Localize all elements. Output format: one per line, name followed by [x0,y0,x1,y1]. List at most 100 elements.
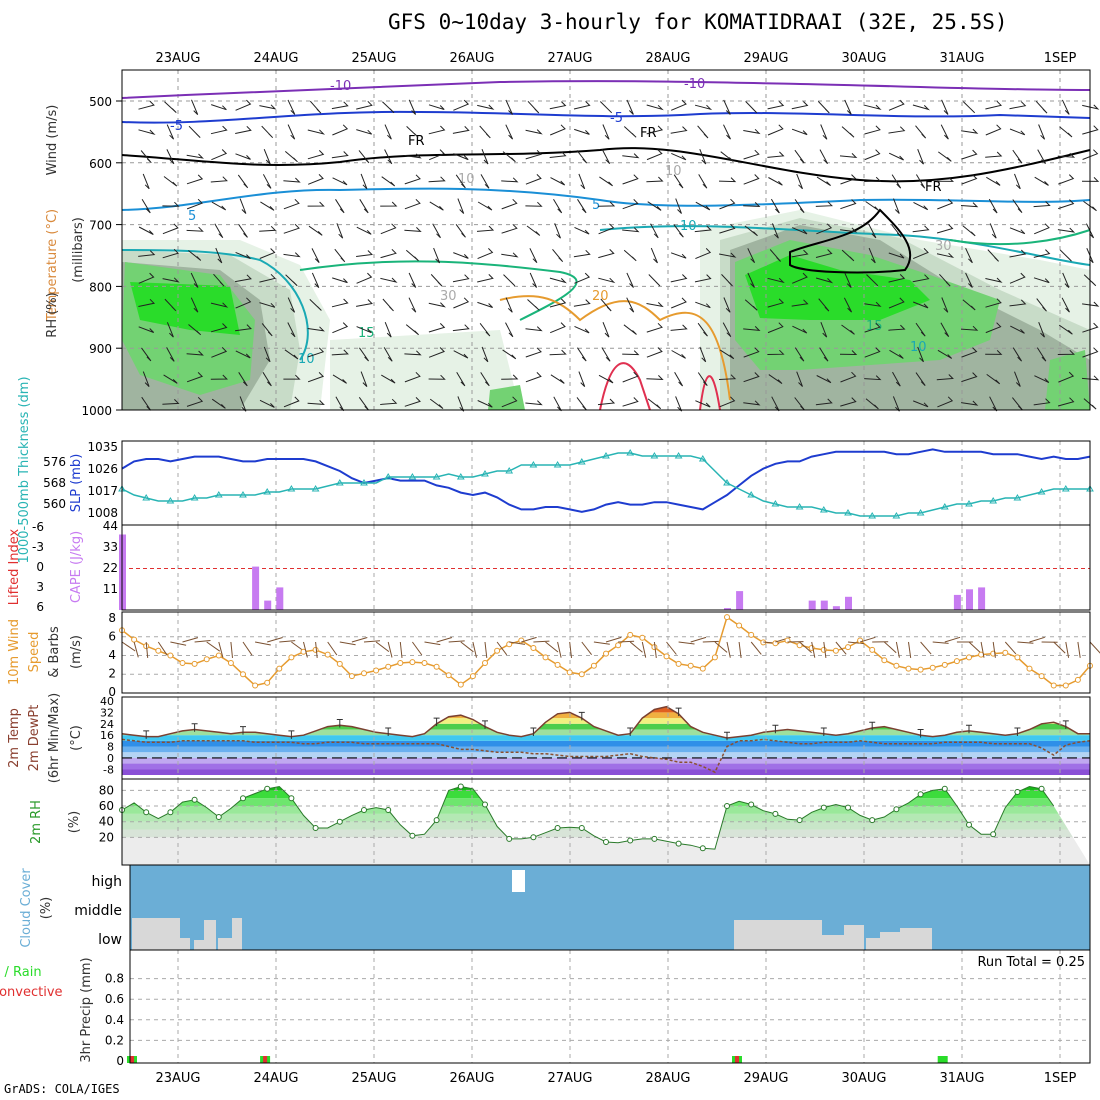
wind-barb [211,201,227,211]
wind-barb [384,149,393,165]
rh-tick: 20 [99,830,114,844]
wind-barb [164,101,177,113]
minmax-marker [191,723,198,732]
temp-band [122,769,1090,775]
wind-barb [767,322,784,334]
wind-barb [666,641,677,655]
wind-barb [428,323,446,333]
wind-barb [816,223,833,235]
wind-barb [557,641,562,658]
wind-barb [750,641,762,655]
wind-barb [864,322,881,333]
wind-barb [332,124,349,136]
thickness-tick: 560 [43,497,66,511]
wind-barb [315,641,318,658]
wind-speed-marker [433,663,440,670]
wind-barb [484,641,488,658]
wind-barb [287,322,296,338]
wind-barb [936,374,954,381]
wind-barb [186,153,204,159]
wind-barb [284,349,299,360]
wind-barb [671,152,687,161]
wind-barb [509,641,526,645]
wind-speed-marker [155,647,162,654]
cape-bar [808,600,816,610]
wind-barb [308,174,324,185]
wind-barb [1085,223,1095,239]
precip-ylabel-2: 3hr Precip (mm) [79,957,94,1062]
wind-barb [529,272,538,288]
wind-barb [501,374,519,380]
wind-barb [771,223,779,239]
wind-barb [307,150,325,160]
date-label-bottom: 28AUG [645,1071,690,1086]
wind-barb [670,252,687,259]
rh-marker [966,821,972,828]
wind-barb [893,198,900,214]
wind-speed-marker [832,647,839,654]
wind-barb [1035,100,1048,114]
wind-barb [382,298,394,312]
wind-barb [1029,636,1045,643]
precip-total-bar [937,1056,948,1063]
wind-barb [968,641,982,654]
contour-line [121,147,1091,183]
wind-barb [533,640,550,643]
thickness-marker [795,503,804,510]
wind-barb [429,398,444,410]
precip-tick: 0 [116,1054,124,1068]
wind-barb [744,299,758,311]
wind-barb [428,302,446,308]
wind-speed-marker [215,652,222,659]
wind-barb [840,174,857,185]
wind-speed-marker [361,670,367,677]
wind-barb [1037,149,1046,164]
temp-band [122,735,1090,741]
wind-barb [840,227,858,233]
wind-barb [937,198,954,210]
slp-tick: 1026 [87,462,118,476]
rh-marker [240,795,246,802]
wind-barb [380,248,397,259]
wind-barb [985,277,1003,283]
wind-barb [477,104,495,110]
cloud-block [822,935,844,950]
rh-band [122,813,1090,822]
wind-barb [626,297,635,313]
wind-barb [1034,223,1050,235]
cape-bar [953,594,961,610]
wind-barb [309,299,322,311]
wind-barb [456,372,466,387]
wind-barb [505,322,514,338]
rh-marker [917,791,924,798]
thickness-marker [1061,485,1070,492]
wind-barb [1058,199,1075,210]
wind-barb [726,641,731,658]
wind-barb [287,297,296,313]
rh-marker [724,803,730,809]
wind-barb [261,125,274,139]
wind-barb [865,398,879,410]
minmax-marker [143,730,150,739]
wind-barb [452,274,470,283]
thickness-marker [456,473,465,480]
wind-speed-marker [578,671,585,678]
wind-barb [961,400,979,406]
wind-barb [433,247,441,264]
wind-barb [818,298,830,312]
wind-barb [581,641,592,656]
wind-barb [673,224,684,238]
wind-speed-marker [603,650,609,657]
date-label-top: 28AUG [645,51,690,66]
contour-label: -10 [330,79,351,94]
wind-barb [961,372,978,383]
rh-marker [941,785,948,792]
wind-barb [360,173,368,190]
wind-barb [675,396,683,412]
chart-title: GFS 0~10day 3-hourly for KOMATIDRAAI (32… [388,10,1008,34]
wind-barb [404,371,421,383]
minmax-marker [917,729,924,738]
wind-barb [1082,125,1099,135]
rh-marker [409,832,416,839]
contour-line [121,110,1091,124]
